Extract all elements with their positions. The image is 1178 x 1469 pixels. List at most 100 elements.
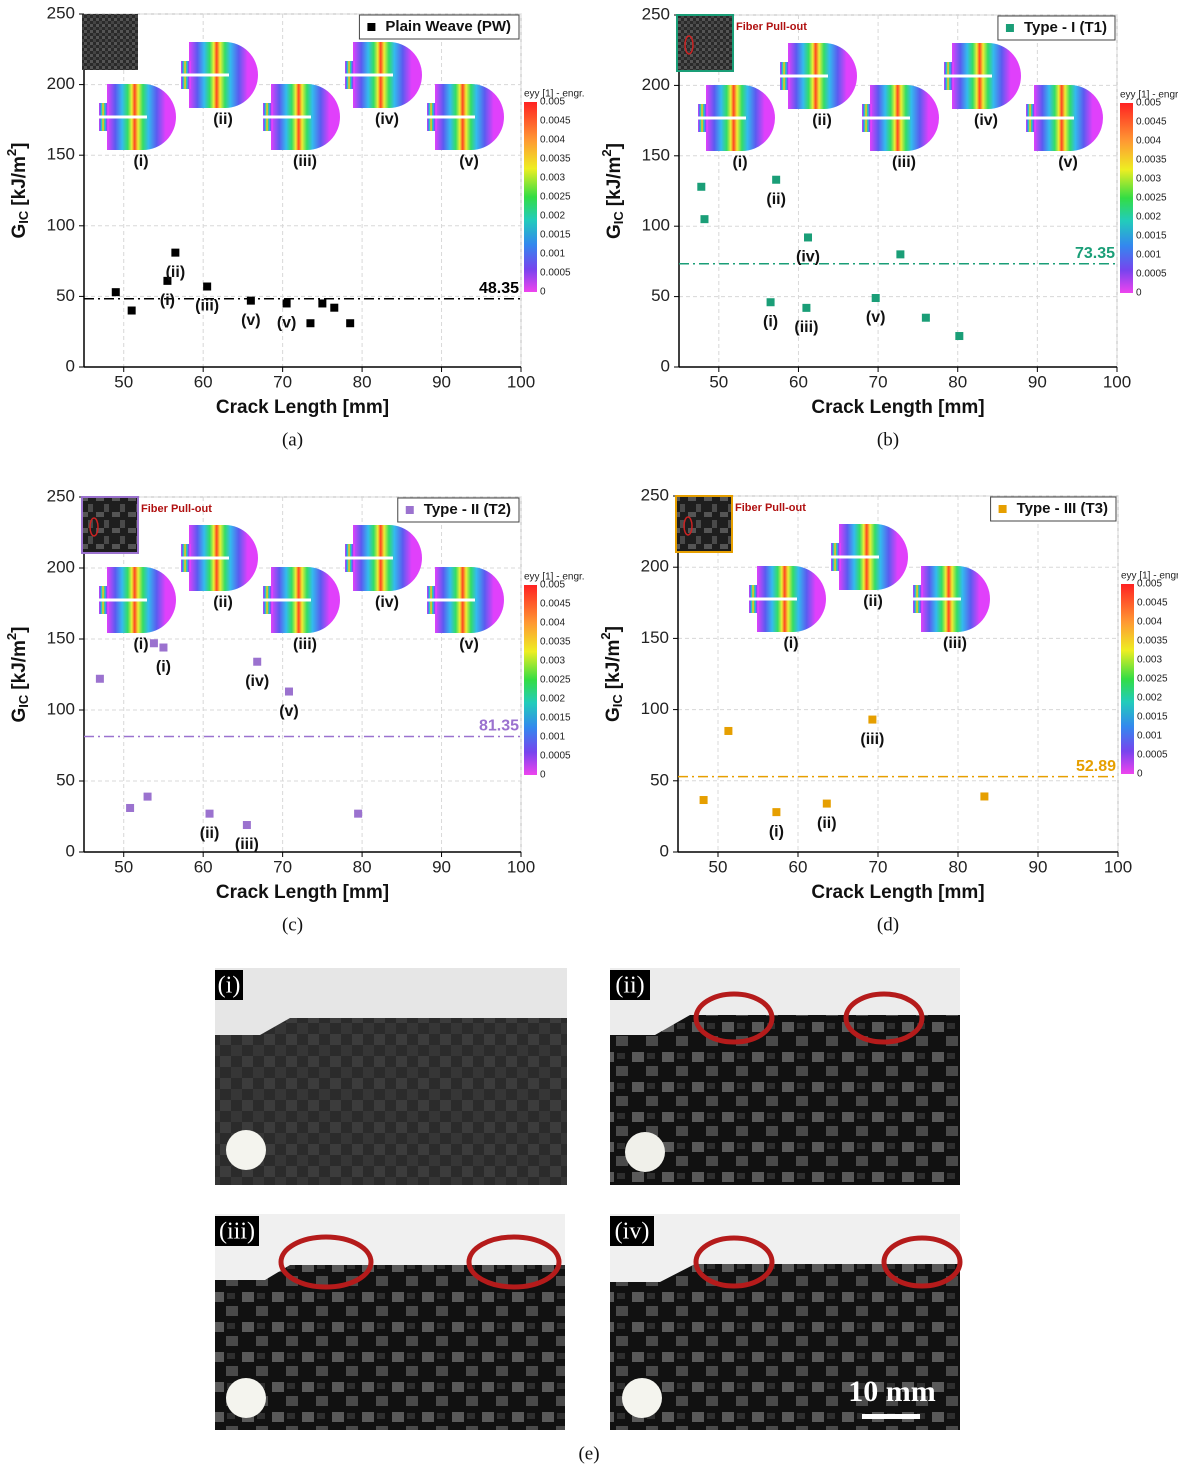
x-tick-label: 100: [507, 372, 535, 391]
y-tick-label: 250: [47, 3, 75, 22]
inset-label: (ii): [812, 112, 832, 129]
point-label: (i): [769, 823, 784, 840]
point-label: (v): [866, 309, 886, 326]
colorbar-tick-label: 0.002: [1137, 693, 1162, 704]
data-point: [143, 792, 152, 801]
x-tick-label: 100: [1104, 857, 1132, 876]
y-axis-title-part: IC: [16, 210, 31, 224]
x-tick-label: 50: [709, 372, 728, 391]
data-point: [205, 809, 214, 818]
y-axis-title-part: G: [604, 224, 625, 239]
y-tick-label: 50: [650, 770, 669, 789]
panel-label: (iii): [219, 1219, 255, 1245]
point-label: (iii): [860, 731, 884, 748]
inset-label: (iii): [892, 154, 916, 171]
x-tick-label: 70: [869, 372, 888, 391]
data-point: [354, 809, 363, 818]
colorbar-title: eyy [1] - engr.: [1121, 571, 1178, 582]
x-axis-title: Crack Length [mm]: [811, 397, 984, 418]
colorbar-tick-label: 0.003: [540, 173, 565, 184]
photo-panel: (i): [215, 968, 567, 1185]
inset-note: Fiber Pull-out: [736, 21, 807, 33]
y-tick-label: 0: [660, 841, 669, 860]
y-tick-label: 0: [66, 841, 75, 860]
colorbar-tick-label: 0.004: [540, 618, 565, 629]
x-tick-label: 50: [114, 372, 133, 391]
colorbar-tick-label: 0.004: [540, 135, 565, 146]
x-tick-label: 80: [948, 372, 967, 391]
point-label: (ii): [166, 264, 186, 281]
y-axis-title-part: G: [9, 224, 30, 239]
data-point: [242, 821, 251, 830]
y-axis-title-part: ]: [604, 143, 625, 149]
colorbar-tick-label: 0: [540, 770, 546, 781]
x-axis-title: Crack Length [mm]: [216, 397, 389, 418]
point-label: (i): [160, 292, 175, 309]
texture-inset: [82, 14, 138, 70]
data-point: [149, 639, 158, 648]
colorbar-tick-label: 0.0035: [1137, 636, 1168, 647]
inset-note: Fiber Pull-out: [141, 503, 212, 515]
colorbar-tick-label: 0.0015: [540, 230, 571, 241]
scale-bar-label: 10 mm: [848, 1375, 935, 1408]
y-axis-title-part: 2: [4, 149, 19, 156]
x-tick-label: 80: [949, 857, 968, 876]
colorbar: [524, 102, 537, 292]
point-label: (iii): [195, 298, 219, 315]
data-point: [699, 796, 708, 805]
y-tick-label: 100: [641, 699, 669, 718]
y-axis-title-part: 2: [598, 632, 613, 639]
inset-label: (iv): [974, 112, 998, 129]
data-point: [284, 687, 293, 696]
point-label: (v): [279, 703, 299, 720]
caption: (c): [282, 914, 303, 935]
data-point: [171, 248, 180, 257]
x-tick-label: 90: [432, 372, 451, 391]
colorbar-tick-label: 0.002: [540, 694, 565, 705]
mean-label: 73.35: [1075, 245, 1115, 262]
y-tick-label: 50: [56, 770, 75, 789]
y-tick-label: 50: [651, 286, 670, 305]
data-point: [127, 306, 136, 315]
inset-label: (ii): [213, 111, 233, 128]
colorbar-tick-label: 0.001: [540, 732, 565, 743]
colorbar-tick-label: 0.004: [1137, 617, 1162, 628]
x-tick-label: 70: [869, 857, 888, 876]
colorbar-tick-label: 0: [540, 287, 546, 298]
caption: (b): [877, 429, 899, 450]
colorbar-tick-label: 0.0005: [540, 751, 571, 762]
data-point: [306, 319, 315, 328]
legend-label: Plain Weave (PW): [385, 18, 511, 35]
data-point: [804, 233, 813, 242]
y-axis-title-part: IC: [610, 694, 625, 708]
panel-label: (iv): [615, 1219, 650, 1245]
x-tick-label: 70: [273, 857, 292, 876]
point-label: (i): [763, 313, 778, 330]
y-axis-title-part: G: [9, 708, 30, 723]
data-point: [700, 215, 709, 224]
colorbar-tick-label: 0.003: [540, 656, 565, 667]
data-point: [318, 299, 327, 308]
data-point: [955, 332, 964, 341]
x-tick-label: 90: [1028, 372, 1047, 391]
point-label: (ii): [766, 191, 786, 208]
pullout-mark: [683, 516, 693, 536]
colorbar-tick-label: 0.005: [540, 580, 565, 591]
colorbar-tick-label: 0.001: [1136, 250, 1161, 261]
x-tick-label: 100: [507, 857, 535, 876]
caption: (e): [578, 1443, 599, 1464]
colorbar-tick-label: 0.0045: [1136, 117, 1167, 128]
data-point: [253, 657, 262, 666]
colorbar-title: eyy [1] - engr.: [524, 572, 585, 583]
colorbar-tick-label: 0: [1137, 769, 1143, 780]
y-tick-label: 0: [66, 356, 75, 375]
inset-label: (iii): [293, 636, 317, 653]
colorbar-tick-label: 0.0005: [1137, 750, 1168, 761]
x-tick-label: 90: [1029, 857, 1048, 876]
plot-area: [83, 496, 522, 853]
y-axis-title: GIC [kJ/m2]: [598, 626, 625, 722]
y-tick-label: 100: [642, 216, 670, 235]
x-tick-label: 60: [194, 857, 213, 876]
x-axis-title: Crack Length [mm]: [811, 882, 984, 903]
y-tick-label: 50: [56, 286, 75, 305]
